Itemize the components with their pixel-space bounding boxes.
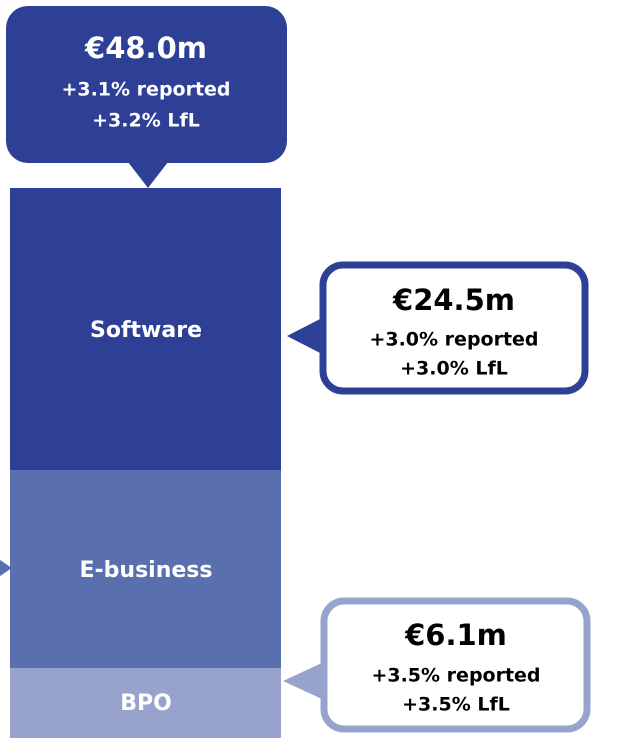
callout-amount: €6.1m [404, 618, 507, 652]
bpo-callout [320, 597, 591, 733]
callout-reported: +3.5% reported [371, 665, 540, 687]
total-callout [6, 6, 287, 163]
callout-lfl: +3.0% LfL [400, 358, 508, 380]
bpo-segment [10, 668, 281, 738]
segment-label: Software [90, 318, 202, 343]
callout-lfl: +3.5% LfL [402, 694, 510, 716]
callout-amount: €24.5m [392, 283, 515, 317]
pointer [287, 318, 322, 354]
software-callout [319, 261, 589, 395]
pointer [0, 560, 12, 576]
callout-amount: €48.0m [84, 31, 207, 65]
pointer [128, 162, 168, 188]
callout-reported: +3.0% reported [369, 329, 538, 351]
segment-label: E-business [80, 558, 213, 583]
segment-label: BPO [120, 691, 172, 716]
ebusiness-segment [10, 470, 281, 668]
callout-lfl: +3.2% LfL [92, 110, 200, 132]
callout-reported: +3.1% reported [61, 79, 230, 101]
pointer [283, 662, 324, 700]
software-segment [10, 188, 281, 470]
